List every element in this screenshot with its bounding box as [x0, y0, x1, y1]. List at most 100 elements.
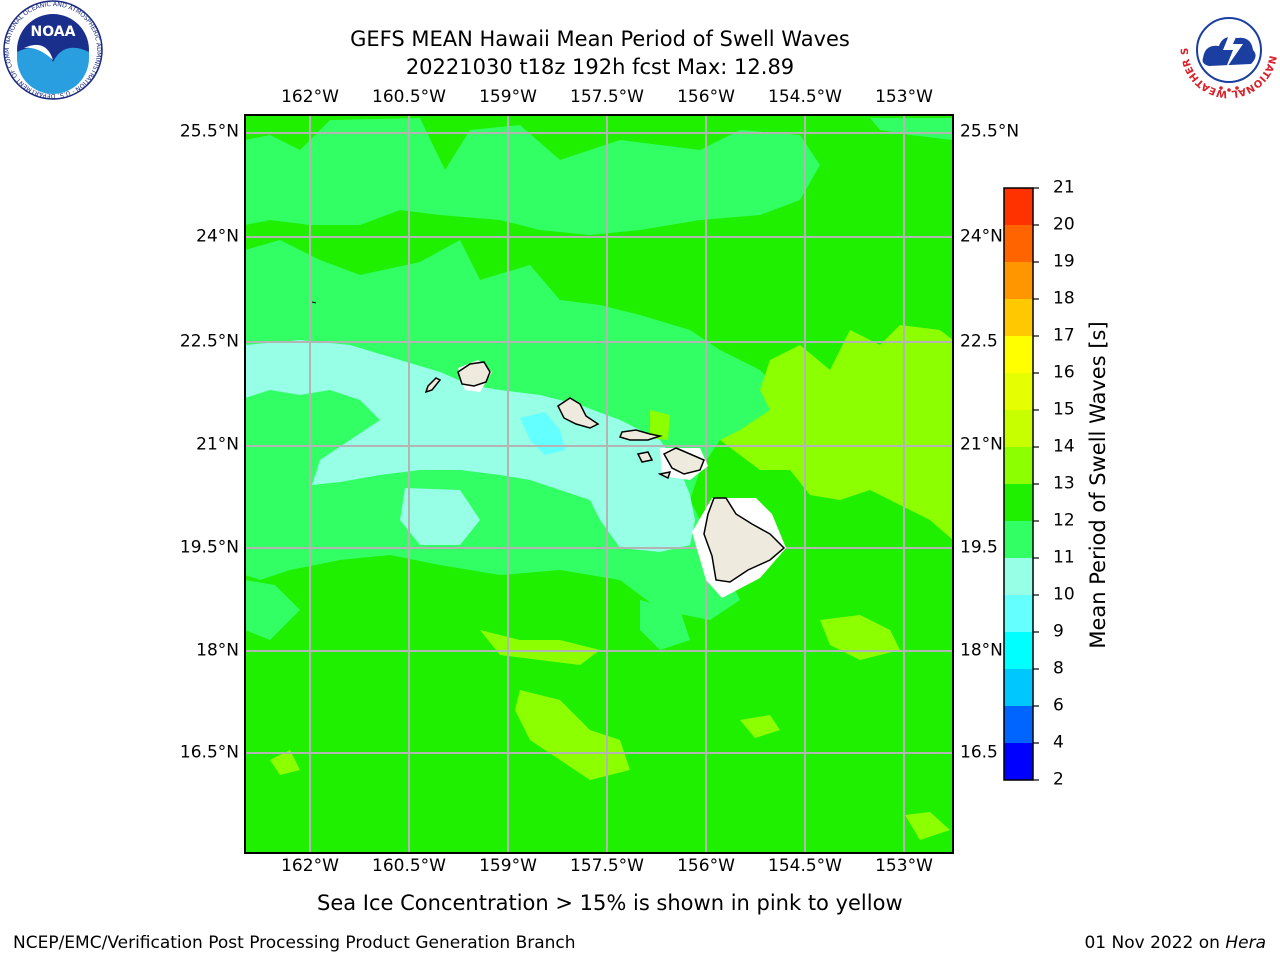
lon-tick-bottom-4: 156°W	[677, 856, 735, 876]
island-hawaii	[703, 497, 786, 583]
lon-tick-top-1: 160.5°W	[372, 87, 446, 107]
lat-tick-right-4: 19.5	[960, 537, 998, 558]
colorbar-label: 21	[1053, 177, 1075, 198]
lat-tick-left-5: 18°N	[196, 640, 239, 661]
colorbar-segment	[1004, 188, 1033, 225]
lon-tick-top-6: 153°W	[875, 87, 933, 107]
colorbar-label: 8	[1053, 658, 1064, 679]
colorbar-label: 19	[1053, 251, 1075, 272]
colorbar-segment	[1004, 410, 1033, 447]
lat-tick-right-2: 22.5	[960, 331, 998, 352]
swell-patch-12-13-a	[820, 615, 900, 660]
swell-patch-9-10-b	[400, 488, 480, 545]
footer-host: Hera	[1225, 933, 1266, 953]
colorbar-segment	[1004, 299, 1033, 336]
lat-tick-right-5: 18°N	[960, 640, 1003, 661]
colorbar-segment	[1004, 336, 1033, 373]
lat-tick-right-1: 24°N	[960, 226, 1003, 247]
colorbar-segment	[1004, 262, 1033, 299]
colorbar-label: 6	[1053, 695, 1064, 716]
swell-patch-8-9	[520, 412, 565, 455]
footer-date-text: 01 Nov 2022 on	[1084, 933, 1226, 953]
swell-band-10-11-north-2	[870, 118, 953, 140]
swell-patch-12-13-f	[905, 812, 950, 840]
colorbar-label: 16	[1053, 362, 1075, 383]
footer-credit: NCEP/EMC/Verification Post Processing Pr…	[13, 933, 576, 953]
sea-ice-note: Sea Ice Concentration > 15% is shown in …	[317, 891, 903, 915]
swell-patch-12-13-g	[740, 715, 780, 738]
lon-tick-top-0: 162°W	[281, 87, 339, 107]
noaa-logo: NATIONAL OCEANIC AND ATMOSPHERIC ADMINIS…	[2, 0, 103, 100]
swell-patch-10-11-a	[245, 580, 300, 640]
lat-tick-right-0: 25.5°N	[960, 121, 1020, 142]
colorbar-label: 12	[1053, 510, 1075, 531]
colorbar-label: 4	[1053, 732, 1064, 753]
island-maui	[662, 447, 705, 475]
island-kahoolawe	[657, 471, 672, 480]
kaula-rock	[311, 301, 317, 304]
swell-band-12-13-east	[720, 325, 953, 540]
colorbar-segment	[1004, 373, 1033, 410]
graticule	[245, 115, 953, 853]
lat-tick-right-3: 21°N	[960, 434, 1003, 455]
lon-tick-bottom-3: 157.5°W	[570, 856, 644, 876]
lon-tick-bottom-2: 159°W	[479, 856, 537, 876]
swell-patch-12-13-b	[515, 690, 630, 780]
colorbar-segment	[1004, 447, 1033, 484]
colorbar-label: 14	[1053, 436, 1075, 457]
swell-band-10-11-north	[245, 118, 820, 235]
lat-tick-right-6: 16.5	[960, 742, 998, 763]
lon-tick-top-2: 159°W	[479, 87, 537, 107]
colorbar-segment	[1004, 632, 1033, 669]
lat-tick-left-1: 24°N	[196, 226, 239, 247]
colorbar-label: 13	[1053, 473, 1075, 494]
islands	[424, 361, 786, 583]
lon-tick-bottom-0: 162°W	[281, 856, 339, 876]
lon-tick-top-4: 156°W	[677, 87, 735, 107]
swell-patch-12-13-e	[270, 750, 300, 775]
lat-tick-left-0: 25.5°N	[179, 121, 239, 142]
lon-tick-bottom-1: 160.5°W	[372, 856, 446, 876]
colorbar-label: 10	[1053, 584, 1075, 605]
swell-patch-12-13-d	[650, 410, 670, 440]
island-lanai	[636, 451, 654, 463]
lon-tick-bottom-6: 153°W	[875, 856, 933, 876]
island-niihau	[424, 377, 442, 394]
colorbar-ticks	[1033, 187, 1039, 781]
lat-tick-left-2: 22.5°N	[179, 331, 239, 352]
colorbar-segment	[1004, 743, 1033, 780]
chart-title: GEFS MEAN Hawaii Mean Period of Swell Wa…	[350, 27, 850, 51]
colorbar-label: 20	[1053, 214, 1075, 235]
island-oahu	[557, 397, 600, 429]
colorbar-segment	[1004, 484, 1033, 521]
lon-tick-top-5: 154.5°W	[768, 87, 842, 107]
chart-subtitle: 20221030 t18z 192h fcst Max: 12.89	[405, 55, 795, 79]
colorbar-label: 18	[1053, 288, 1075, 309]
lon-tick-bottom-5: 154.5°W	[768, 856, 842, 876]
footer-date: 01 Nov 2022 on Hera	[1084, 933, 1266, 953]
colorbar-label: 2	[1053, 769, 1064, 790]
svg-text:NOAA: NOAA	[31, 24, 76, 40]
colorbar-segment	[1004, 706, 1033, 743]
lat-tick-left-6: 16.5°N	[179, 742, 239, 763]
colorbar-segment	[1004, 521, 1033, 558]
colorbar-title: Mean Period of Swell Waves [s]	[1086, 321, 1110, 649]
map-frame	[244, 114, 954, 854]
swell-patch-12-13-c	[480, 630, 600, 665]
island-kauai	[457, 361, 491, 387]
colorbar-segment	[1004, 669, 1033, 706]
colorbar	[1004, 188, 1033, 780]
lon-tick-top-3: 157.5°W	[570, 87, 644, 107]
lat-tick-left-4: 19.5°N	[179, 537, 239, 558]
swell-patch-10-11-b	[640, 600, 690, 650]
lat-tick-left-3: 21°N	[196, 434, 239, 455]
colorbar-label: 17	[1053, 325, 1075, 346]
colorbar-segment	[1004, 225, 1033, 262]
colorbar-label: 15	[1053, 399, 1075, 420]
colorbar-label: 11	[1053, 547, 1075, 568]
island-molokai	[618, 429, 663, 441]
colorbar-label: 9	[1053, 621, 1064, 642]
nws-logo: NATIONAL WEATHER SERVICE	[1179, 0, 1278, 99]
colorbar-segment	[1004, 558, 1033, 595]
